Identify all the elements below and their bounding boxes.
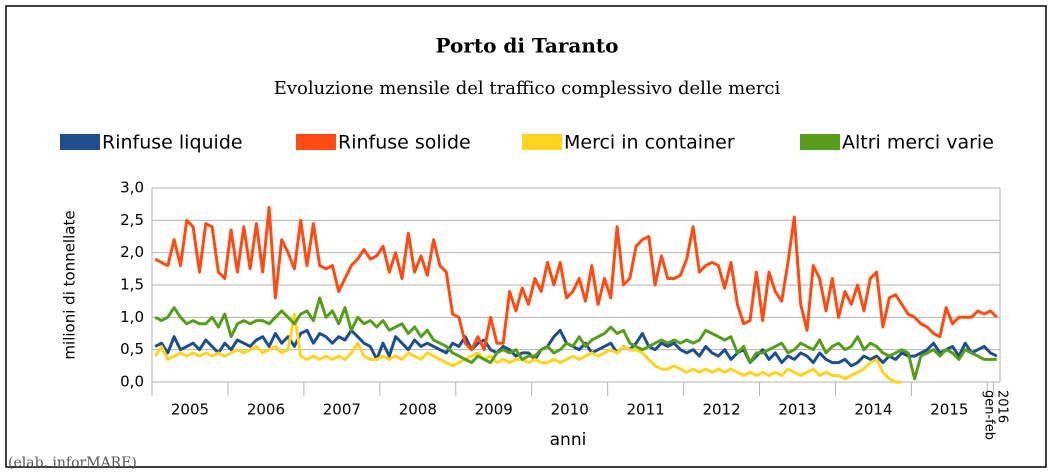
x-tick-label: 2013	[778, 401, 816, 419]
x-tick-label: 2011	[627, 401, 665, 419]
chart-subtitle: Evoluzione mensile del traffico compless…	[274, 78, 781, 99]
y-tick-label: 0,5	[120, 340, 144, 358]
x-tick-label: 2005	[171, 401, 209, 419]
y-axis-label: milioni di tonnellate	[61, 210, 79, 359]
legend-swatch	[60, 134, 100, 150]
frame	[5, 5, 1047, 468]
chart-title: Porto di Taranto	[435, 34, 618, 58]
y-tick-label: 1,0	[120, 308, 144, 326]
y-tick-label: 1,5	[120, 276, 144, 294]
x-tick-label: 2016	[995, 390, 1010, 423]
x-tick-label: gen-feb	[982, 390, 997, 440]
legend-label: Altri merci varie	[842, 132, 994, 154]
x-tick-label: 2009	[475, 401, 513, 419]
series-line	[153, 312, 902, 384]
x-tick-label: 2006	[247, 401, 285, 419]
series-line	[154, 205, 998, 352]
x-tick-label: 2012	[702, 401, 740, 419]
legend-swatch	[800, 134, 840, 150]
y-tick-label: 3,0	[120, 179, 144, 197]
series-line	[154, 296, 997, 381]
y-tick-label: 2,5	[120, 211, 144, 229]
series-line	[154, 328, 998, 368]
legend-label: Rinfuse liquide	[102, 132, 243, 154]
legend-label: Rinfuse solide	[338, 132, 471, 154]
note: (elab. inforMARE)	[8, 455, 137, 471]
legend-swatch	[296, 134, 336, 150]
x-axis-label: anni	[550, 430, 587, 450]
legend-swatch	[522, 134, 562, 150]
x-tick-label: 2008	[399, 401, 437, 419]
x-tick-label: 2007	[323, 401, 361, 419]
y-tick-label: 2,0	[120, 243, 144, 261]
legend-label: Merci in container	[564, 132, 735, 154]
x-tick-label: 2010	[551, 401, 589, 419]
y-tick-label: 0,0	[120, 373, 144, 391]
x-tick-label: 2015	[930, 401, 968, 419]
x-tick-label: 2014	[854, 401, 892, 419]
